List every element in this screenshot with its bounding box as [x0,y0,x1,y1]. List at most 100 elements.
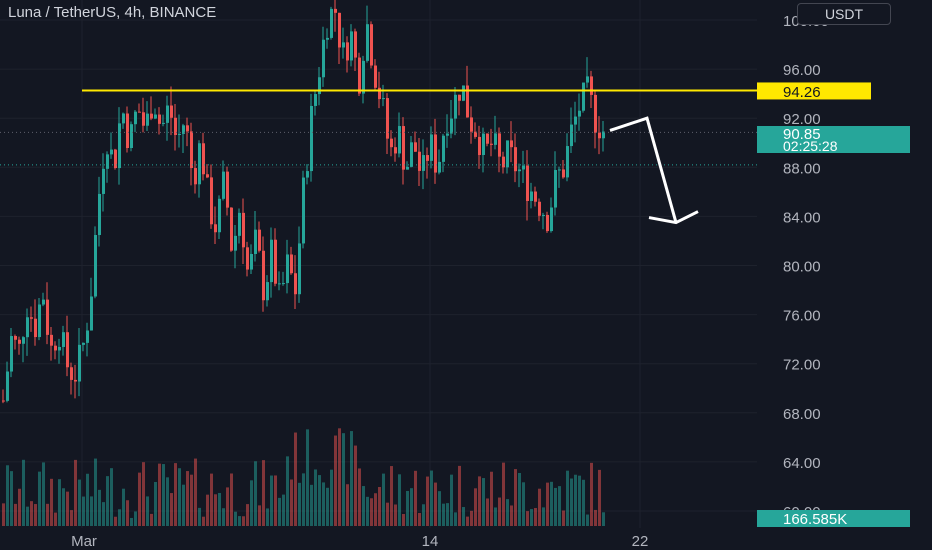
volume-bar [230,473,233,526]
candle-body [126,113,129,149]
volume-bar [478,476,481,526]
currency-button[interactable]: USDT [797,3,891,25]
candle-body [582,82,585,111]
volume-bar [66,491,69,526]
candle-body [178,133,181,135]
volume-bar [250,480,253,526]
volume-bar [338,428,341,526]
candle-body [522,165,525,170]
candle-body [22,337,25,344]
volume-bar [22,459,25,526]
volume-bar [258,505,261,526]
candle-body [338,12,341,48]
candle-body [26,317,29,338]
volume-bar [566,470,569,526]
volume-bar [98,489,101,526]
symbol-name[interactable]: Luna / TetherUS [8,4,117,21]
volume-bar [470,510,473,526]
candle-body [354,31,357,58]
volume-bar [166,477,169,526]
volume-bar [346,484,349,526]
volume-bar [6,465,9,526]
candle-body [494,133,497,145]
volume-bar [490,471,493,526]
volume-bar [122,488,125,526]
candle-body [78,344,81,382]
candle-body [386,98,389,139]
candle-body [478,136,481,156]
volume-bar [254,461,257,526]
volume-bar [278,497,281,526]
candle-body [378,87,381,100]
price-tick-label: 88.00 [783,160,821,177]
volume-bar [142,462,145,526]
candle-body [74,379,77,382]
candle-body [214,224,217,233]
volume-bar [498,497,501,526]
candle-body [310,105,313,172]
projection-arrow[interactable] [609,116,678,223]
volume-bar [310,484,313,526]
volume-bar [530,509,533,526]
candle-body [54,345,57,351]
candle-body [538,201,541,216]
candle-body [510,140,513,148]
candle-body [458,94,461,101]
volume-bar [550,481,553,526]
candle-body [274,239,277,284]
candle-body [602,131,605,139]
volume-bar [574,474,577,526]
volume-bar [62,488,65,526]
candle-body [566,146,569,178]
volume-bar [326,487,329,526]
candle-body [278,283,281,285]
candle-body [10,336,13,372]
level-price-tag [757,82,871,100]
volume-bar [206,494,209,526]
candle-body [226,171,229,208]
volume-bar [14,503,17,526]
volume-bar [294,432,297,526]
candle-body [154,114,157,119]
volume-bar [586,514,589,526]
volume-bar [314,469,317,526]
volume-bar [150,513,153,526]
volume-bar [190,474,193,526]
volume-bar [266,508,269,526]
volume-bar [94,458,97,526]
candle-body [234,235,237,251]
candle-body [290,254,293,274]
candle-body [166,105,169,123]
candle-body [530,191,533,201]
volume-tag-text: 166.585K [783,511,847,528]
volume-bars [2,428,605,526]
volume-bar [102,502,105,526]
volume-bar [406,490,409,526]
volume-bar [570,478,573,526]
volume-bar [178,468,181,526]
candle-body [542,214,545,216]
volume-bar [30,501,33,526]
interval-label[interactable]: 4h [124,4,142,21]
candle-body [106,154,109,169]
candle-body [570,124,573,147]
candle-body [294,273,297,295]
volume-bar [526,511,529,526]
volume-bar [430,470,433,526]
candle-body [462,85,465,101]
volume-bar [170,493,173,526]
candle-body [18,339,21,344]
volume-bar [118,509,121,526]
volume-bar [78,479,81,526]
volume-bar [222,508,225,526]
candle-body [86,330,89,343]
candle-body [450,118,453,134]
volume-bar [182,484,185,526]
volume-bar [366,496,369,526]
candle-body [138,111,141,113]
candle-body [118,123,121,169]
volume-bar [398,474,401,526]
volume-bar [330,469,333,526]
candle-body [574,116,577,125]
